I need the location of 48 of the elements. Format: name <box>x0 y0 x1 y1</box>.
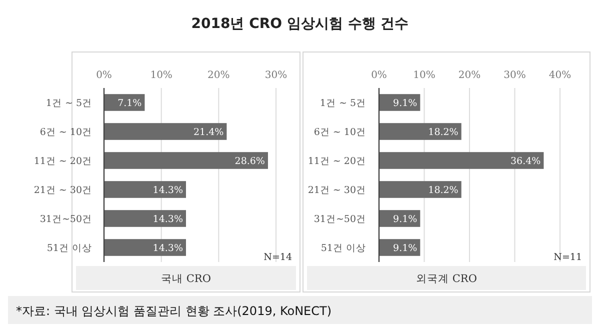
y-tick-label: 31건~50건 <box>40 214 92 225</box>
data-label: 18.2% <box>428 185 458 196</box>
y-tick-label: 11건 ~ 20건 <box>34 156 92 167</box>
bar <box>379 152 544 169</box>
annotation: N=14 <box>264 252 292 263</box>
y-tick-label: 1건 ~ 5건 <box>46 98 92 109</box>
bar <box>104 181 186 198</box>
bar <box>104 94 145 111</box>
y-tick-label: 31건~50건 <box>314 214 366 225</box>
x-axis-title: 외국계 CRO <box>416 273 478 285</box>
bar <box>104 239 186 256</box>
x-tick-label: 40% <box>548 70 572 81</box>
bar <box>379 181 462 198</box>
data-label: 9.1% <box>393 214 418 225</box>
annotation: N=11 <box>554 252 582 263</box>
x-tick-label: 0% <box>96 70 112 81</box>
data-label: 14.3% <box>152 243 183 254</box>
x-tick-label: 30% <box>264 70 288 81</box>
x-tick-label: 10% <box>413 70 436 81</box>
data-label: 14.3% <box>152 185 183 196</box>
data-label: 36.4% <box>510 156 541 167</box>
bar <box>104 210 186 227</box>
y-tick-label: 51건 이상 <box>320 243 366 254</box>
x-axis-title: 국내 CRO <box>161 273 212 285</box>
y-tick-label: 1건 ~ 5건 <box>320 98 366 109</box>
x-tick-label: 20% <box>208 70 230 81</box>
y-tick-label: 11건 ~ 20건 <box>308 156 366 167</box>
bar <box>379 123 462 140</box>
text: *자료: 국내 임상시험 품질관리 현황 조사(2019, KoNECT) <box>16 304 332 318</box>
y-tick-label: 6건 ~ 10건 <box>40 127 92 138</box>
x-tick-label: 10% <box>150 70 172 81</box>
x-tick-label: 30% <box>504 70 526 81</box>
data-label: 9.1% <box>393 243 418 254</box>
chart-title: 2018년 CRO 임상시험 수행 건수 <box>191 16 409 32</box>
data-label: 14.3% <box>152 214 183 225</box>
data-label: 18.2% <box>428 127 458 138</box>
x-tick-label: 0% <box>371 70 387 81</box>
y-tick-label: 6건 ~ 10건 <box>314 127 366 138</box>
data-label: 9.1% <box>393 98 418 109</box>
data-label: 28.6% <box>234 156 265 167</box>
bar <box>104 123 227 140</box>
x-tick-label: 20% <box>458 70 481 81</box>
y-tick-label: 51건 이상 <box>46 243 92 254</box>
bar <box>104 152 268 169</box>
y-tick-label: 21건 ~ 30건 <box>34 185 92 196</box>
y-tick-label: 21건 ~ 30건 <box>308 185 366 196</box>
data-label: 21.4% <box>194 127 224 138</box>
data-label: 7.1% <box>118 98 142 109</box>
